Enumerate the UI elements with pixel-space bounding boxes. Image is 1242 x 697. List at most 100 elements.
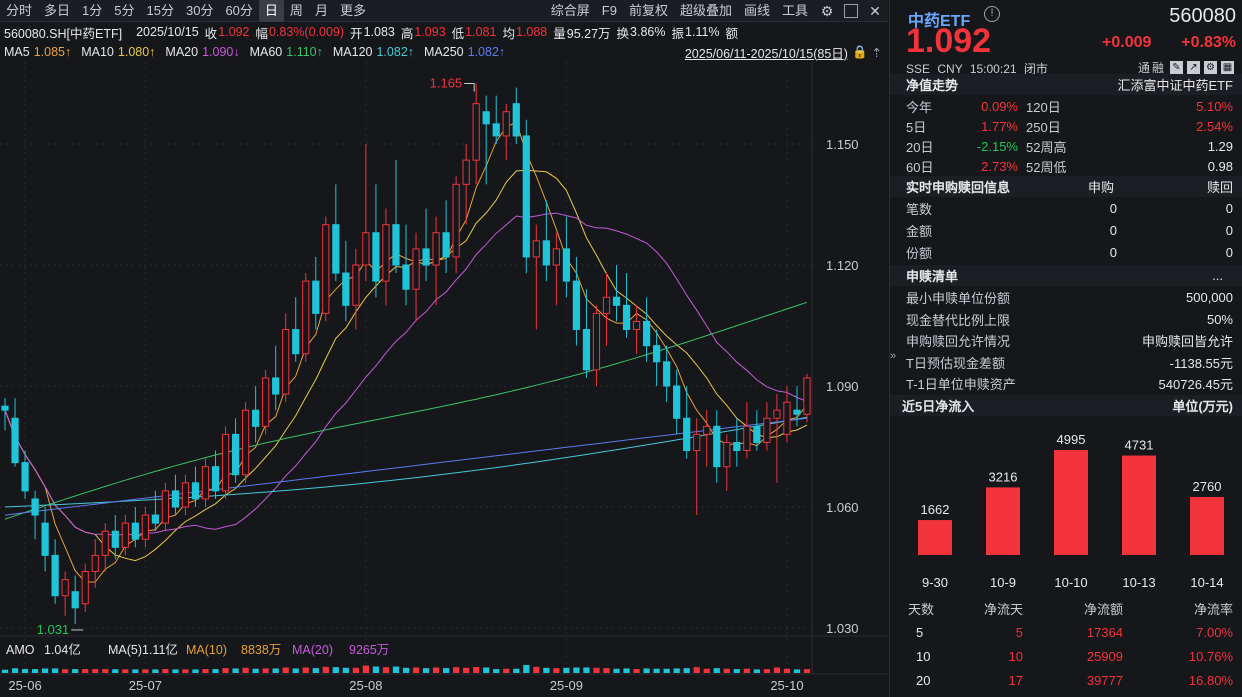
amo-bar xyxy=(11,668,19,673)
amo-bar xyxy=(753,669,760,673)
candle xyxy=(201,458,210,507)
period-tab-3[interactable]: 5分 xyxy=(114,2,135,18)
amo-bar xyxy=(553,668,560,673)
close-price: 1.092 xyxy=(218,25,250,39)
close-icon[interactable]: ✕ xyxy=(869,2,881,19)
candle xyxy=(482,95,490,185)
candle xyxy=(432,216,440,306)
period-tab-2[interactable]: 1分 xyxy=(82,2,103,18)
inflow-bar xyxy=(918,520,952,555)
toolbar-action-2[interactable]: 前复权 xyxy=(628,2,668,18)
window-toggle-icon[interactable] xyxy=(844,3,858,18)
scroll-up-icon[interactable]: ⇡ xyxy=(871,45,882,60)
toolbar-action-1[interactable]: F9 xyxy=(601,2,617,18)
collapse-icon[interactable]: » xyxy=(890,350,897,362)
gear-icon[interactable]: ⚙ xyxy=(820,2,834,19)
creation-list-row: 最小申赎单位份额 500,000 xyxy=(906,290,1233,306)
inflow-date-label: 10-14 xyxy=(1190,575,1223,590)
candle xyxy=(572,256,581,346)
date-range[interactable]: 2025/06/11-2025/10/15(85日) xyxy=(684,46,848,61)
period-tab-8[interactable]: 周 xyxy=(289,2,303,18)
candle xyxy=(622,273,631,338)
amo-bar xyxy=(252,668,259,673)
x-tick-label: 25-06 xyxy=(8,678,41,693)
fund-code: 560080 xyxy=(1169,5,1236,27)
period-tab-4[interactable]: 15分 xyxy=(146,2,174,18)
amo-bar xyxy=(593,667,600,673)
lock-icon[interactable]: 🔒 xyxy=(851,44,868,59)
candle xyxy=(81,563,89,612)
quote-date: 2025/10/15 xyxy=(136,25,199,39)
candle xyxy=(11,398,19,467)
candle xyxy=(552,232,560,306)
inflow-date-label: 10-10 xyxy=(1054,575,1087,590)
inflow-date-label: 10-13 xyxy=(1122,575,1155,590)
settings-icon[interactable]: ⚙ xyxy=(1204,61,1217,74)
toolbar-action-3[interactable]: 超级叠加 xyxy=(679,2,732,18)
edit-icon[interactable]: ✎ xyxy=(1170,61,1183,74)
amo-bar xyxy=(392,666,400,673)
net-inflow-table-row: 20 17 39777 16.80% xyxy=(916,673,1233,688)
high-price: 1.093 xyxy=(414,25,446,39)
inflow-bar xyxy=(986,487,1020,555)
period-tab-7[interactable]: 日 xyxy=(258,0,284,22)
amo-bar xyxy=(442,668,450,673)
candle xyxy=(231,418,240,483)
realtime-subscription-header: 实时申购赎回信息 申购 赎回 xyxy=(890,176,1242,197)
candle xyxy=(602,273,611,346)
candle xyxy=(492,95,500,144)
quote-time: 15:00:21 xyxy=(969,62,1017,76)
more-icon[interactable]: ... xyxy=(1212,268,1223,283)
x-tick-label: 25-10 xyxy=(770,678,803,693)
period-tab-9[interactable]: 月 xyxy=(314,2,328,18)
amo-bar xyxy=(543,667,550,673)
candle xyxy=(332,184,340,282)
nav-section-header: 净值走势 汇添富中证中药ETF xyxy=(890,74,1242,95)
amo-bar xyxy=(793,669,801,673)
amo-bar xyxy=(152,669,159,673)
amo-bar xyxy=(21,669,29,673)
candle xyxy=(171,474,180,516)
amo-bar xyxy=(332,667,339,673)
info-icon[interactable]: ! xyxy=(984,6,1000,22)
candle xyxy=(241,402,250,483)
fund-name[interactable]: 中药ETF xyxy=(908,13,971,30)
candle xyxy=(793,386,801,427)
candle xyxy=(111,515,119,560)
amo-bar xyxy=(92,669,99,673)
grid-icon[interactable]: ▦ xyxy=(1221,61,1234,74)
toolbar-action-0[interactable]: 综合屏 xyxy=(550,2,590,18)
candle xyxy=(41,507,49,572)
y-tick-label: 1.060 xyxy=(826,500,859,515)
candle xyxy=(773,394,781,483)
amo-bar xyxy=(342,667,349,673)
candle xyxy=(31,490,39,540)
candle xyxy=(452,176,460,274)
period-tab-5[interactable]: 30分 xyxy=(185,2,214,18)
candle xyxy=(352,248,360,330)
max-price-label: 1.165 xyxy=(430,76,463,91)
min-price-label: 1.031 xyxy=(37,622,70,637)
amo-bar xyxy=(202,669,209,673)
candle xyxy=(252,386,260,443)
candle xyxy=(211,450,220,499)
inflow-value-label: 1662 xyxy=(921,502,950,517)
inflow-value-label: 2760 xyxy=(1193,479,1222,494)
amo-bar xyxy=(132,669,139,673)
toolbar-action-4[interactable]: 画线 xyxy=(743,2,770,18)
candle xyxy=(272,345,280,411)
kline-chart[interactable]: 1.150 1.120 1.090 1.060 1.030 25-06 25-07 25-08… xyxy=(0,62,888,697)
pin-icon[interactable]: ↗ xyxy=(1187,61,1200,74)
candle xyxy=(642,297,651,362)
period-tab-10[interactable]: 更多 xyxy=(339,2,366,18)
ma60-line xyxy=(4,301,808,520)
candle xyxy=(151,490,159,532)
toolbar-action-5[interactable]: 工具 xyxy=(781,2,808,18)
period-tab-1[interactable]: 多日 xyxy=(44,2,71,18)
open-price: 1.083 xyxy=(363,25,395,39)
amo-bar xyxy=(633,669,640,673)
candle xyxy=(61,571,69,616)
period-tab-6[interactable]: 60分 xyxy=(225,2,253,18)
period-tab-0[interactable]: 分时 xyxy=(6,2,33,18)
inflow-date-label: 10-9 xyxy=(990,575,1016,590)
